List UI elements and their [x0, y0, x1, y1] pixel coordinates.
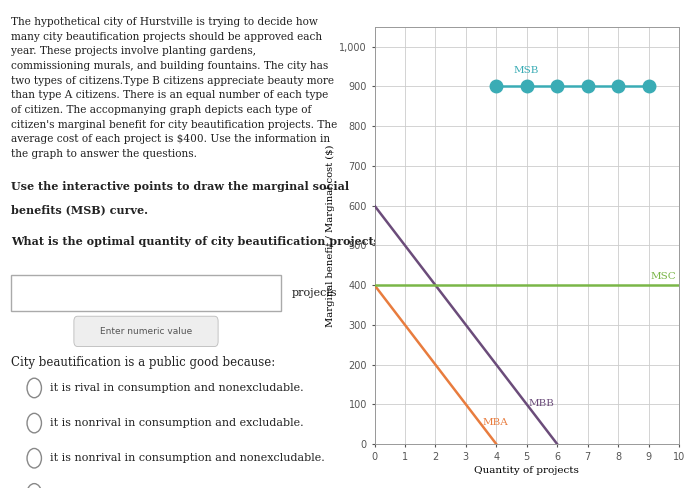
- Text: year. These projects involve planting gardens,: year. These projects involve planting ga…: [10, 46, 255, 56]
- Text: benefits (MSB) curve.: benefits (MSB) curve.: [10, 204, 148, 215]
- Text: MSB: MSB: [513, 65, 538, 75]
- Text: MBB: MBB: [528, 399, 554, 408]
- Text: it is nonrival in consumption and nonexcludable.: it is nonrival in consumption and nonexc…: [50, 453, 326, 463]
- Text: citizen's marginal benefit for city beautification projects. The: citizen's marginal benefit for city beau…: [10, 120, 337, 129]
- Text: What is the optimal quantity of city beautification projects?: What is the optimal quantity of city bea…: [10, 236, 386, 247]
- Y-axis label: Marginal benefit / Marginal cost ($): Marginal benefit / Marginal cost ($): [326, 144, 335, 326]
- Text: average cost of each project is $400. Use the information in: average cost of each project is $400. Us…: [10, 134, 330, 144]
- Text: commissioning murals, and building fountains. The city has: commissioning murals, and building fount…: [10, 61, 328, 71]
- X-axis label: Quantity of projects: Quantity of projects: [475, 466, 579, 475]
- Text: MSC: MSC: [651, 272, 677, 281]
- Text: it is nonrival in consumption and excludable.: it is nonrival in consumption and exclud…: [50, 418, 304, 428]
- Text: projects: projects: [292, 288, 337, 298]
- FancyBboxPatch shape: [10, 275, 281, 311]
- Text: MBA: MBA: [482, 418, 508, 427]
- Text: The hypothetical city of Hurstville is trying to decide how: The hypothetical city of Hurstville is t…: [10, 17, 318, 27]
- Text: two types of citizens.Type B citizens appreciate beauty more: two types of citizens.Type B citizens ap…: [10, 76, 334, 85]
- FancyBboxPatch shape: [74, 316, 218, 346]
- Text: Enter numeric value: Enter numeric value: [100, 327, 192, 336]
- Text: Use the interactive points to draw the marginal social: Use the interactive points to draw the m…: [10, 181, 349, 192]
- Text: City beautification is a public good because:: City beautification is a public good bec…: [10, 356, 275, 369]
- Text: than type A citizens. There is an equal number of each type: than type A citizens. There is an equal …: [10, 90, 328, 100]
- Text: it is rival in consumption and nonexcludable.: it is rival in consumption and nonexclud…: [50, 383, 304, 393]
- Text: many city beautification projects should be approved each: many city beautification projects should…: [10, 32, 322, 41]
- Text: the graph to answer the questions.: the graph to answer the questions.: [10, 149, 197, 159]
- Text: of citizen. The accopmanying graph depicts each type of: of citizen. The accopmanying graph depic…: [10, 105, 312, 115]
